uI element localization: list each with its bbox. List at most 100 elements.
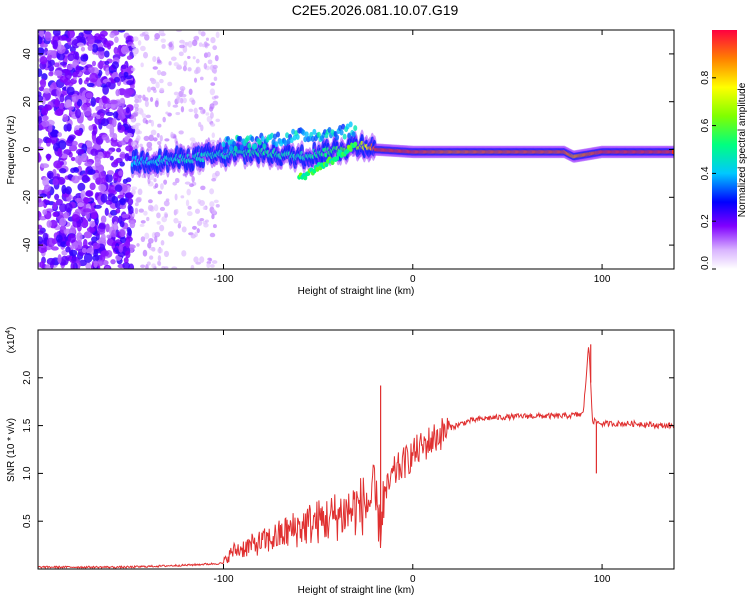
- heatmap-haze-blob: [156, 220, 161, 225]
- heatmap-noise-blob: [106, 170, 114, 176]
- heatmap-haze-blob: [159, 87, 165, 93]
- heatmap-haze-blob: [170, 56, 177, 61]
- heatmap-noise-blob: [52, 211, 58, 217]
- heatmap-noise-blob: [115, 89, 121, 97]
- heatmap-noise-blob: [46, 257, 56, 266]
- diagonal-feature: [295, 133, 300, 140]
- heatmap-noise-blob: [97, 227, 106, 235]
- snr-x-label: Height of straight line (km): [298, 585, 415, 596]
- heatmap-haze-blob: [209, 88, 216, 96]
- spectrogram-x-ticks: -100 0 100: [213, 30, 611, 285]
- x-tick-label: -100: [213, 274, 233, 285]
- heatmap-haze-blob: [191, 99, 196, 105]
- heatmap-noise-blob: [44, 31, 52, 42]
- heatmap-noise-blob: [49, 59, 55, 66]
- heatmap-noise-blob: [106, 238, 114, 246]
- y-tick-label: 1.5: [22, 418, 33, 432]
- heatmap-haze-blob: [172, 181, 177, 186]
- heatmap-noise-blob: [46, 138, 53, 144]
- heatmap-noise-blob: [99, 112, 105, 119]
- heatmap-noise-blob: [130, 84, 135, 89]
- colorbar-tick-label: 0.6: [700, 118, 711, 132]
- snr-y-ticks: 0.5 1.0 1.5 2.0: [22, 370, 674, 528]
- heatmap-noise-blob: [54, 109, 64, 116]
- heatmap-noise-blob: [66, 86, 75, 96]
- colorbar-tick-label: 0.0: [700, 256, 711, 270]
- heatmap-haze-blob: [139, 109, 144, 116]
- diagonal-feature: [327, 126, 332, 133]
- heatmap-noise-blob: [70, 156, 76, 162]
- heatmap-haze-blob: [162, 116, 166, 123]
- heatmap-haze-blob: [178, 51, 184, 57]
- spectrogram-x-label: Height of straight line (km): [298, 286, 415, 297]
- heatmap-noise-blob: [82, 208, 92, 213]
- heatmap-haze-blob: [155, 81, 160, 89]
- heatmap-noise-blob: [54, 193, 60, 201]
- heatmap-noise-blob: [119, 237, 127, 244]
- heatmap-haze-blob: [171, 266, 178, 269]
- diagonal-feature: [272, 133, 277, 140]
- heatmap-haze-blob: [160, 71, 167, 77]
- heatmap-haze-blob: [192, 56, 196, 60]
- heatmap-noise-blob: [49, 129, 59, 138]
- diagonal-feature: [312, 168, 317, 174]
- diagonal-feature: [260, 135, 265, 142]
- heatmap-haze-blob: [211, 209, 216, 215]
- heatmap-noise-blob: [55, 234, 63, 243]
- heatmap-noise-blob: [97, 151, 104, 159]
- diagonal-feature: [274, 141, 279, 148]
- heatmap-noise-blob: [93, 39, 102, 44]
- diagonal-feature: [245, 135, 250, 142]
- heatmap-haze-blob: [200, 124, 204, 132]
- diagonal-feature: [286, 138, 291, 145]
- diagonal-feature: [257, 139, 262, 146]
- diagonal-feature: [353, 125, 358, 132]
- heatmap-haze-blob: [196, 220, 203, 227]
- heatmap-haze-blob: [209, 103, 215, 110]
- heatmap-noise-blob: [112, 132, 118, 141]
- heatmap-noise-blob: [109, 155, 114, 161]
- heatmap-noise-blob: [46, 237, 56, 248]
- heatmap-noise-blob: [100, 193, 108, 203]
- colorbar-gradient: [712, 30, 737, 269]
- heatmap-haze-blob: [152, 137, 158, 142]
- heatmap-haze-blob: [157, 190, 163, 195]
- snr-scale-prefix: (x10: [6, 333, 17, 353]
- heatmap-noise-blob: [70, 262, 75, 269]
- heatmap-haze-blob: [177, 223, 182, 229]
- y-tick-label: -40: [22, 237, 33, 252]
- heatmap-noise-blob: [107, 184, 117, 194]
- heatmap-haze-blob: [147, 199, 153, 204]
- heatmap-noise-blob: [106, 124, 115, 129]
- heatmap-haze-blob: [154, 100, 159, 108]
- heatmap-noise-blob: [100, 233, 106, 242]
- heatmap-noise-blob: [89, 220, 96, 228]
- heatmap-noise-blob: [39, 193, 47, 198]
- heatmap-noise-blob: [89, 72, 98, 83]
- heatmap-noise-blob: [98, 222, 106, 230]
- heatmap-haze-blob: [164, 213, 168, 218]
- y-tick-label: 40: [22, 48, 33, 60]
- heatmap-noise-blob: [46, 170, 54, 179]
- heatmap-haze-blob: [172, 104, 179, 108]
- heatmap-noise-blob: [83, 196, 89, 203]
- heatmap-haze-blob: [142, 249, 148, 257]
- heatmap-haze-blob: [206, 51, 211, 58]
- heatmap-haze-blob: [187, 40, 193, 48]
- heatmap-haze-blob: [142, 51, 149, 59]
- heatmap-haze-blob: [130, 67, 136, 72]
- heatmap-noise-blob: [91, 43, 99, 53]
- heatmap-haze-blob: [156, 212, 161, 219]
- heatmap-noise-blob: [39, 56, 48, 65]
- heatmap-haze-blob: [182, 97, 187, 104]
- heatmap-haze-blob: [146, 261, 151, 266]
- heatmap-noise-blob: [41, 107, 49, 116]
- heatmap-noise-blob: [85, 92, 93, 99]
- heatmap-noise-blob: [92, 242, 101, 250]
- heatmap-haze-blob: [210, 139, 216, 143]
- heatmap-noise-blob: [107, 42, 112, 50]
- diagonal-feature: [339, 129, 344, 136]
- diagonal-feature: [227, 139, 232, 146]
- heatmap-noise-blob: [44, 264, 51, 269]
- heatmap-noise-blob: [74, 155, 84, 164]
